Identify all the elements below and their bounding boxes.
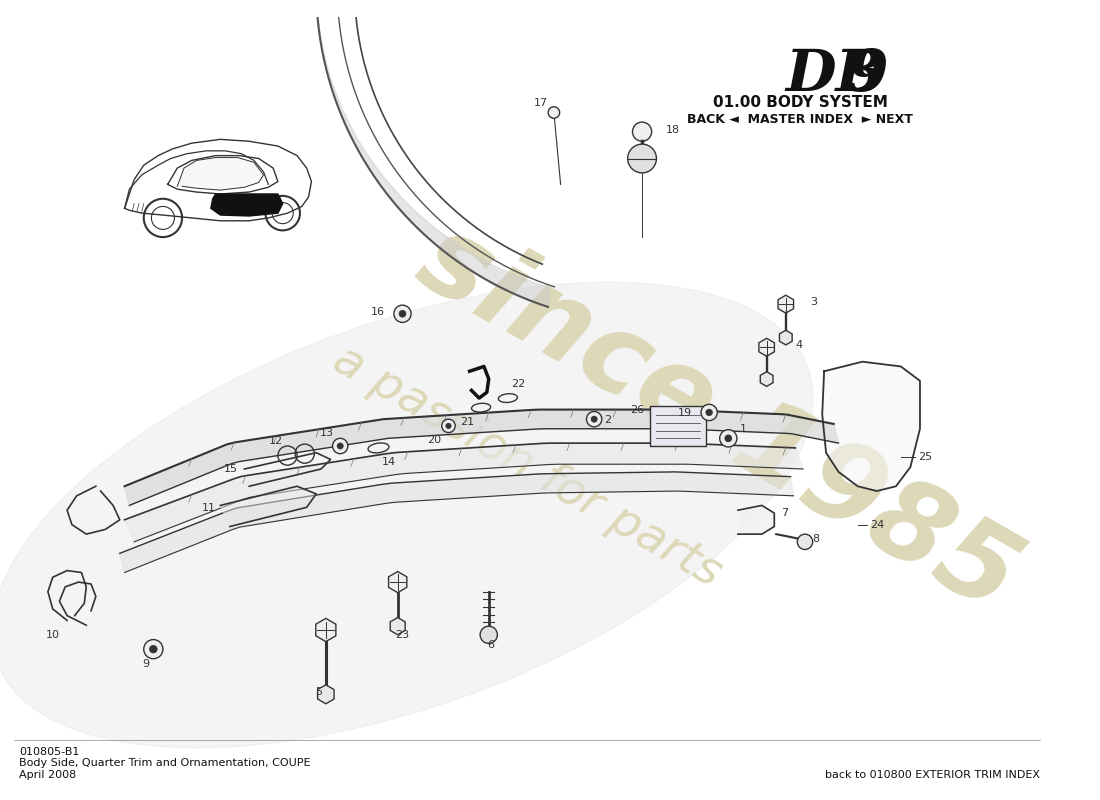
Polygon shape	[124, 443, 803, 542]
Text: 12: 12	[268, 436, 283, 446]
Text: 9: 9	[142, 658, 150, 669]
Text: 6: 6	[487, 639, 494, 650]
Text: 4: 4	[795, 340, 803, 350]
Text: back to 010800 EXTERIOR TRIM INDEX: back to 010800 EXTERIOR TRIM INDEX	[825, 770, 1040, 780]
Circle shape	[798, 534, 813, 550]
Text: April 2008: April 2008	[19, 770, 76, 780]
Polygon shape	[318, 685, 334, 704]
Text: 3: 3	[810, 298, 817, 307]
Ellipse shape	[0, 282, 813, 748]
Circle shape	[144, 639, 163, 658]
Circle shape	[332, 438, 348, 454]
Circle shape	[337, 443, 343, 449]
Circle shape	[591, 416, 597, 422]
Circle shape	[632, 122, 651, 142]
Text: a passion for parts: a passion for parts	[324, 338, 729, 597]
Polygon shape	[760, 372, 773, 386]
Polygon shape	[177, 158, 264, 190]
Polygon shape	[778, 295, 793, 313]
Text: DB: DB	[785, 47, 886, 104]
Text: 1: 1	[740, 423, 747, 434]
Text: Body Side, Quarter Trim and Ornamentation, COUPE: Body Side, Quarter Trim and Ornamentatio…	[19, 758, 310, 769]
Circle shape	[548, 106, 560, 118]
Polygon shape	[759, 338, 774, 356]
Polygon shape	[211, 194, 283, 216]
Circle shape	[586, 411, 602, 427]
FancyBboxPatch shape	[650, 406, 706, 446]
Polygon shape	[316, 618, 336, 642]
Circle shape	[706, 409, 713, 416]
Text: 18: 18	[666, 125, 680, 134]
Polygon shape	[124, 410, 838, 506]
Text: 20: 20	[427, 435, 441, 446]
Text: 15: 15	[223, 464, 238, 474]
Circle shape	[442, 419, 455, 433]
Text: 19: 19	[678, 408, 692, 418]
Text: 26: 26	[630, 405, 644, 414]
Text: 13: 13	[319, 428, 333, 438]
Polygon shape	[120, 472, 793, 573]
Polygon shape	[388, 571, 407, 593]
Text: 23: 23	[395, 630, 409, 640]
Text: 2: 2	[604, 415, 611, 426]
Text: 10: 10	[46, 630, 59, 640]
Text: 14: 14	[382, 458, 396, 467]
Circle shape	[628, 144, 657, 173]
Polygon shape	[220, 486, 316, 526]
Polygon shape	[822, 362, 920, 491]
Polygon shape	[780, 330, 792, 345]
Text: 010805-B1: 010805-B1	[19, 747, 79, 757]
Polygon shape	[390, 618, 405, 634]
Text: 22: 22	[510, 378, 525, 389]
Circle shape	[719, 430, 737, 447]
Text: 24: 24	[870, 519, 884, 530]
Text: 9: 9	[848, 47, 889, 104]
Circle shape	[725, 435, 732, 442]
Circle shape	[394, 305, 411, 322]
Text: since 1985: since 1985	[400, 205, 1037, 634]
Text: 16: 16	[371, 307, 385, 317]
Text: 8: 8	[813, 534, 820, 544]
Text: 5: 5	[316, 687, 322, 698]
Text: 17: 17	[534, 98, 548, 108]
Circle shape	[480, 626, 497, 643]
Text: 21: 21	[460, 418, 474, 427]
Circle shape	[446, 423, 451, 429]
Text: 01.00 BODY SYSTEM: 01.00 BODY SYSTEM	[713, 95, 888, 110]
Circle shape	[399, 310, 406, 318]
Polygon shape	[738, 506, 774, 534]
Text: 11: 11	[201, 503, 216, 514]
Text: BACK ◄  MASTER INDEX  ► NEXT: BACK ◄ MASTER INDEX ► NEXT	[688, 113, 913, 126]
Circle shape	[150, 646, 157, 653]
Circle shape	[701, 404, 717, 421]
Text: 25: 25	[918, 453, 932, 462]
Text: 7: 7	[781, 508, 788, 518]
